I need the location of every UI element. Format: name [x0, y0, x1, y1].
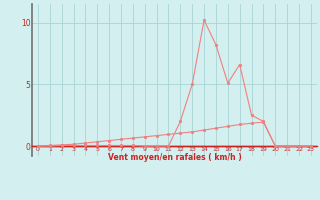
- X-axis label: Vent moyen/en rafales ( km/h ): Vent moyen/en rafales ( km/h ): [108, 153, 241, 162]
